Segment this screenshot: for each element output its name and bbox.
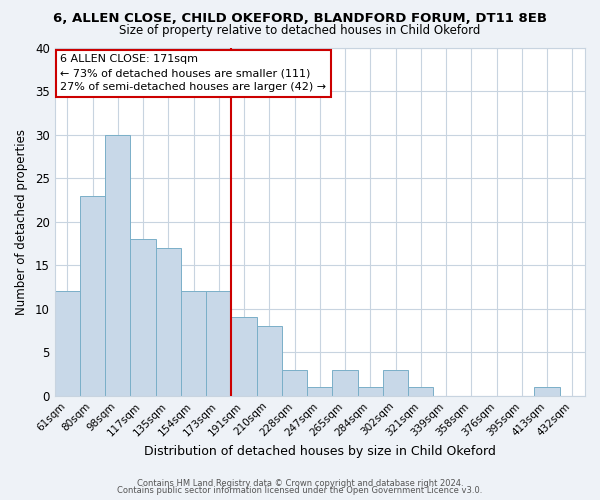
Text: Size of property relative to detached houses in Child Okeford: Size of property relative to detached ho… xyxy=(119,24,481,37)
Bar xyxy=(282,370,307,396)
Bar xyxy=(155,248,181,396)
Bar xyxy=(307,387,332,396)
Bar xyxy=(105,134,130,396)
Bar xyxy=(358,387,383,396)
Bar xyxy=(206,292,232,396)
Y-axis label: Number of detached properties: Number of detached properties xyxy=(15,128,28,314)
Bar xyxy=(535,387,560,396)
Bar xyxy=(55,292,80,396)
Bar xyxy=(332,370,358,396)
X-axis label: Distribution of detached houses by size in Child Okeford: Distribution of detached houses by size … xyxy=(144,444,496,458)
Text: Contains HM Land Registry data © Crown copyright and database right 2024.: Contains HM Land Registry data © Crown c… xyxy=(137,478,463,488)
Bar xyxy=(257,326,282,396)
Bar xyxy=(232,318,257,396)
Bar xyxy=(383,370,408,396)
Bar xyxy=(408,387,433,396)
Text: Contains public sector information licensed under the Open Government Licence v3: Contains public sector information licen… xyxy=(118,486,482,495)
Text: 6, ALLEN CLOSE, CHILD OKEFORD, BLANDFORD FORUM, DT11 8EB: 6, ALLEN CLOSE, CHILD OKEFORD, BLANDFORD… xyxy=(53,12,547,26)
Bar xyxy=(130,239,155,396)
Text: 6 ALLEN CLOSE: 171sqm
← 73% of detached houses are smaller (111)
27% of semi-det: 6 ALLEN CLOSE: 171sqm ← 73% of detached … xyxy=(60,54,326,92)
Bar xyxy=(181,292,206,396)
Bar xyxy=(80,196,105,396)
